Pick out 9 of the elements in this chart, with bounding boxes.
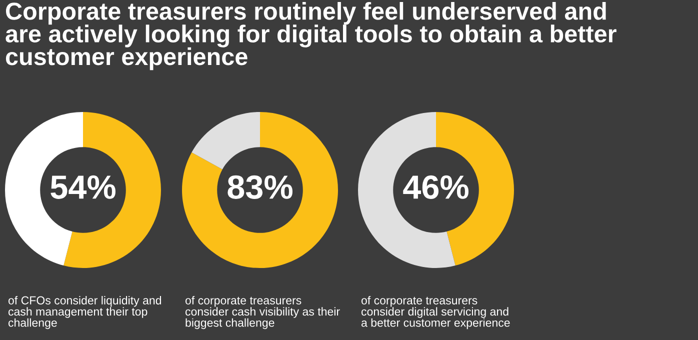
donut-slice (192, 112, 260, 170)
donut-slice (182, 112, 338, 268)
data-label: 54% (50, 175, 116, 199)
data-label: 83% (228, 175, 292, 199)
text: of corporate treasurers consider digital servicing and a better customer experience (361, 296, 510, 330)
text: of CFOs consider liquidity and cash management their top challenge (8, 296, 162, 330)
data-label: 46% (403, 175, 468, 199)
text: of corporate treasurers consider cash visibility as their biggest challenge (185, 296, 340, 330)
text: Corporate treasurers routinely feel underserved and are actively looking for digital tools to obtain a better customer experience (6, 2, 616, 70)
